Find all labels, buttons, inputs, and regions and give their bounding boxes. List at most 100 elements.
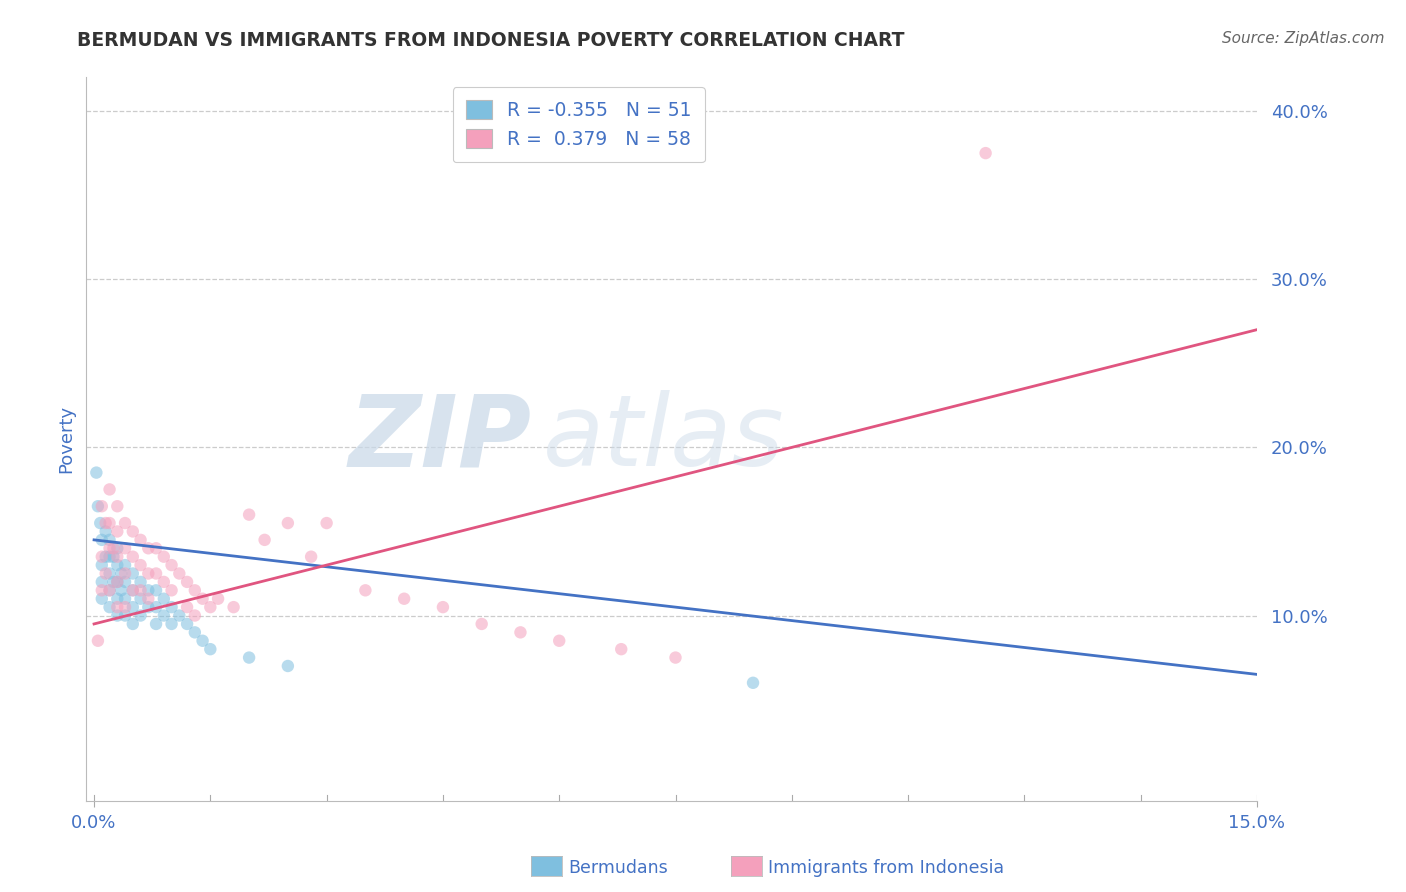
Point bbox=[114, 541, 136, 556]
Point bbox=[176, 574, 198, 589]
Point bbox=[136, 600, 159, 615]
Text: BERMUDAN VS IMMIGRANTS FROM INDONESIA POVERTY CORRELATION CHART: BERMUDAN VS IMMIGRANTS FROM INDONESIA PO… bbox=[77, 31, 905, 50]
Point bbox=[98, 583, 121, 598]
Point bbox=[184, 625, 207, 640]
Point bbox=[103, 574, 125, 589]
Point bbox=[129, 608, 152, 623]
Point bbox=[114, 516, 136, 530]
Point bbox=[184, 608, 207, 623]
Point bbox=[98, 483, 121, 497]
Point bbox=[153, 549, 176, 564]
Point bbox=[105, 591, 128, 606]
Point bbox=[169, 608, 191, 623]
Point bbox=[90, 591, 112, 606]
Point bbox=[98, 533, 121, 547]
Point bbox=[176, 616, 198, 631]
Point bbox=[114, 591, 136, 606]
Point bbox=[87, 500, 110, 514]
Point bbox=[89, 516, 111, 530]
Text: Bermudans: Bermudans bbox=[568, 859, 668, 877]
Point bbox=[121, 616, 143, 631]
Point bbox=[169, 566, 191, 581]
Point bbox=[121, 583, 143, 598]
Point bbox=[145, 616, 167, 631]
Point bbox=[742, 675, 765, 690]
Point bbox=[129, 583, 152, 598]
Point bbox=[105, 541, 128, 556]
Point bbox=[315, 516, 337, 530]
Point bbox=[664, 650, 686, 665]
Point bbox=[87, 633, 110, 648]
Point bbox=[392, 591, 415, 606]
Point bbox=[94, 566, 117, 581]
Point bbox=[153, 591, 176, 606]
Point bbox=[114, 608, 136, 623]
Point bbox=[105, 600, 128, 615]
Point bbox=[610, 642, 633, 657]
Point bbox=[114, 600, 136, 615]
Point bbox=[94, 524, 117, 539]
Point bbox=[121, 524, 143, 539]
Point bbox=[160, 583, 183, 598]
Point bbox=[98, 566, 121, 581]
Point bbox=[153, 574, 176, 589]
Point bbox=[110, 583, 132, 598]
Point bbox=[90, 500, 112, 514]
Point bbox=[98, 583, 121, 598]
Point bbox=[121, 549, 143, 564]
Legend: R = -0.355   N = 51, R =  0.379   N = 58: R = -0.355 N = 51, R = 0.379 N = 58 bbox=[453, 87, 704, 162]
Point bbox=[222, 600, 245, 615]
Point bbox=[136, 541, 159, 556]
Point bbox=[160, 616, 183, 631]
Point bbox=[110, 566, 132, 581]
Point bbox=[121, 583, 143, 598]
Point bbox=[176, 600, 198, 615]
Point bbox=[98, 549, 121, 564]
Point bbox=[129, 591, 152, 606]
Point bbox=[105, 608, 128, 623]
Text: Immigrants from Indonesia: Immigrants from Indonesia bbox=[768, 859, 1004, 877]
Point bbox=[974, 146, 997, 161]
Point bbox=[105, 574, 128, 589]
Point bbox=[105, 524, 128, 539]
Point bbox=[145, 600, 167, 615]
Point bbox=[184, 583, 207, 598]
Point bbox=[105, 574, 128, 589]
Point bbox=[136, 566, 159, 581]
Point bbox=[238, 650, 260, 665]
Point bbox=[90, 549, 112, 564]
Point bbox=[354, 583, 377, 598]
Point bbox=[98, 600, 121, 615]
Text: atlas: atlas bbox=[543, 391, 785, 487]
Point bbox=[432, 600, 454, 615]
Point bbox=[86, 466, 108, 480]
Point bbox=[129, 558, 152, 573]
Point bbox=[299, 549, 322, 564]
Point bbox=[471, 616, 494, 631]
Point bbox=[253, 533, 276, 547]
Point bbox=[98, 541, 121, 556]
Point bbox=[121, 600, 143, 615]
Point bbox=[277, 516, 299, 530]
Point bbox=[114, 574, 136, 589]
Point bbox=[90, 533, 112, 547]
Point bbox=[548, 633, 571, 648]
Point bbox=[105, 558, 128, 573]
Point bbox=[136, 591, 159, 606]
Text: ZIP: ZIP bbox=[349, 391, 531, 487]
Point bbox=[103, 541, 125, 556]
Point bbox=[191, 633, 214, 648]
Point bbox=[200, 600, 222, 615]
Point bbox=[160, 600, 183, 615]
Point bbox=[145, 566, 167, 581]
Text: Source: ZipAtlas.com: Source: ZipAtlas.com bbox=[1222, 31, 1385, 46]
Point bbox=[238, 508, 260, 522]
Point bbox=[160, 558, 183, 573]
Point bbox=[103, 549, 125, 564]
Point bbox=[94, 549, 117, 564]
Point bbox=[136, 583, 159, 598]
Point bbox=[105, 549, 128, 564]
Point bbox=[121, 566, 143, 581]
Point bbox=[145, 583, 167, 598]
Point bbox=[90, 574, 112, 589]
